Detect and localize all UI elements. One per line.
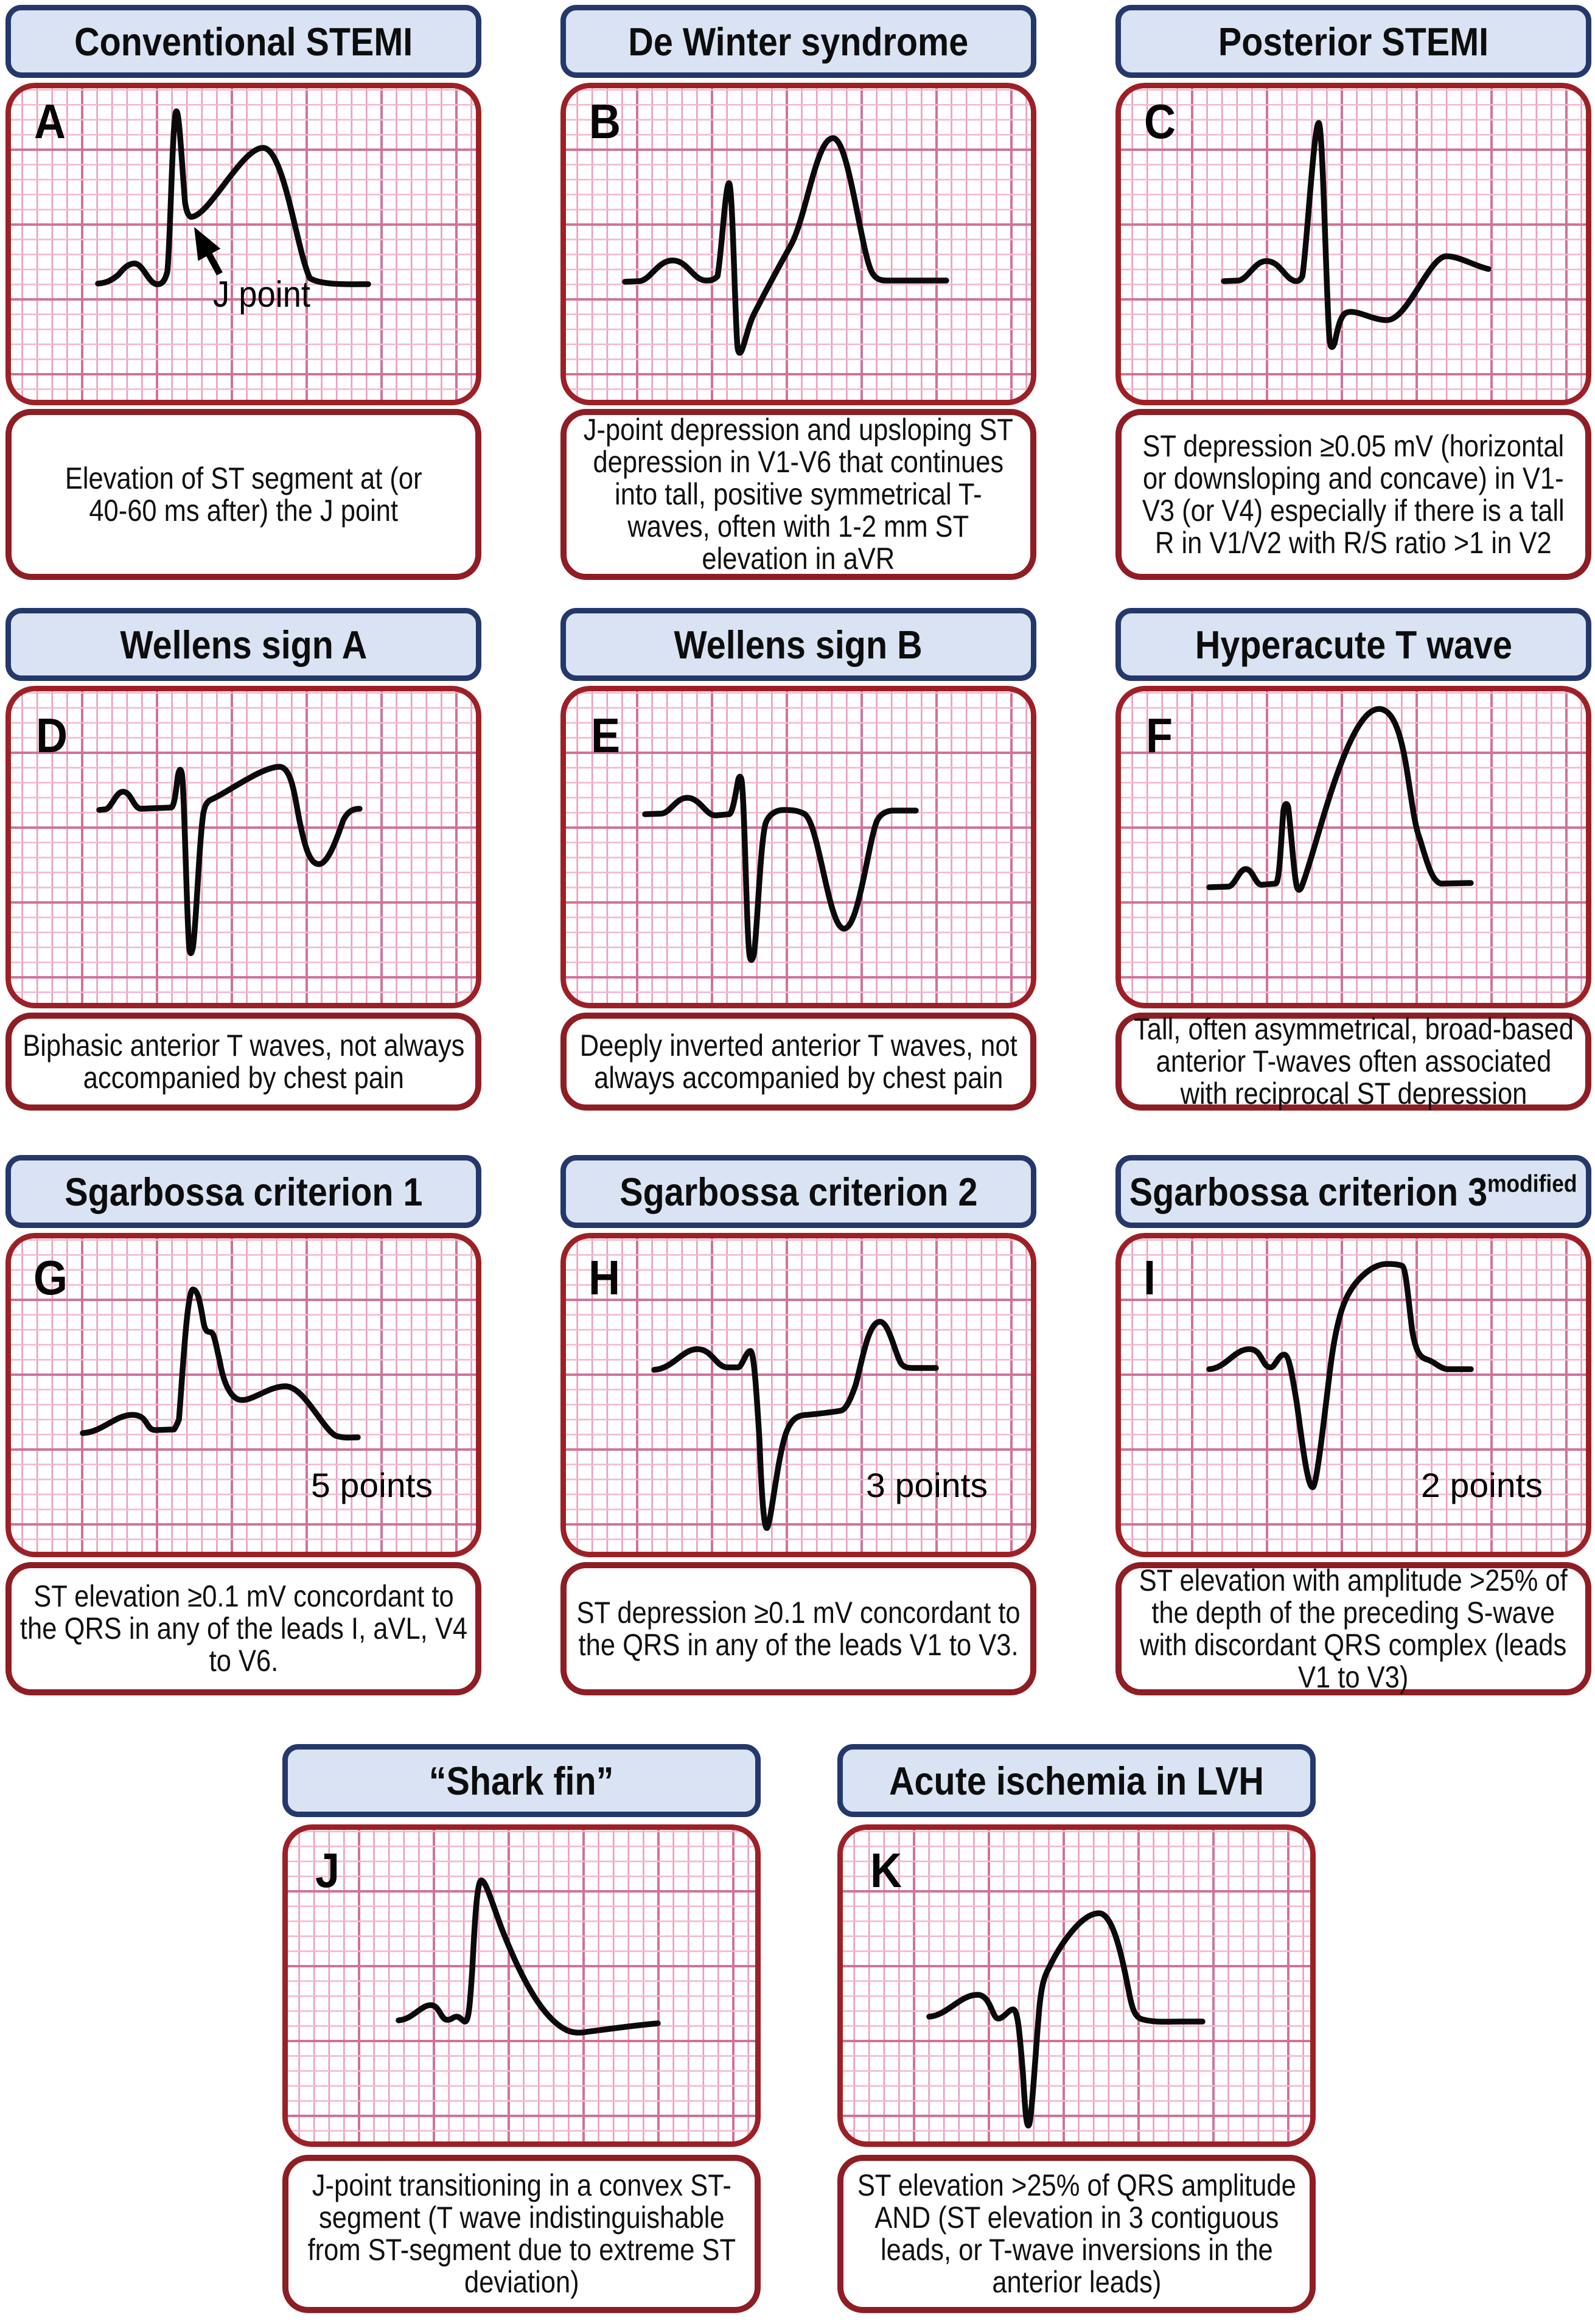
svg-text:J point: J point bbox=[213, 274, 310, 315]
svg-text:2 points: 2 points bbox=[1421, 1466, 1543, 1504]
svg-text:3 points: 3 points bbox=[866, 1466, 988, 1504]
svg-text:5 points: 5 points bbox=[311, 1466, 433, 1504]
